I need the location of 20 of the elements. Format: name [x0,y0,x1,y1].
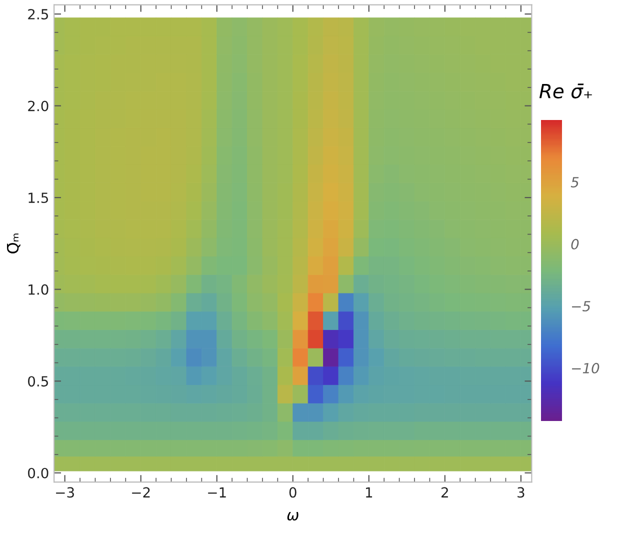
x-tick-label: −1 [208,487,226,498]
y-tick-label: 1.5 [28,192,48,204]
x-axis-title: ω [287,512,298,521]
y-tick-label: 1.0 [28,284,48,295]
color-bar-label: 5 [570,177,579,188]
color-bar-title: Re σ̄₊ [539,84,592,98]
y-tick-label: 0.0 [28,468,48,478]
y-tick-label: 2.5 [28,8,48,20]
x-tick-label: 1 [366,487,372,498]
x-tick-label: 3 [518,487,524,498]
color-bar-label: −5 [572,301,590,312]
color-bar-label: −10 [572,362,600,374]
color-bar-label: 0 [571,238,579,250]
y-axis-title: Q̄ₘ [6,234,20,254]
x-tick-label: −3 [56,487,74,498]
y-tick-label: 2.0 [28,100,48,112]
x-tick-label: −2 [132,487,150,498]
x-tick-label: 2 [442,487,448,498]
x-tick-label: 0 [289,487,296,498]
y-tick-label: 0.5 [28,376,48,387]
